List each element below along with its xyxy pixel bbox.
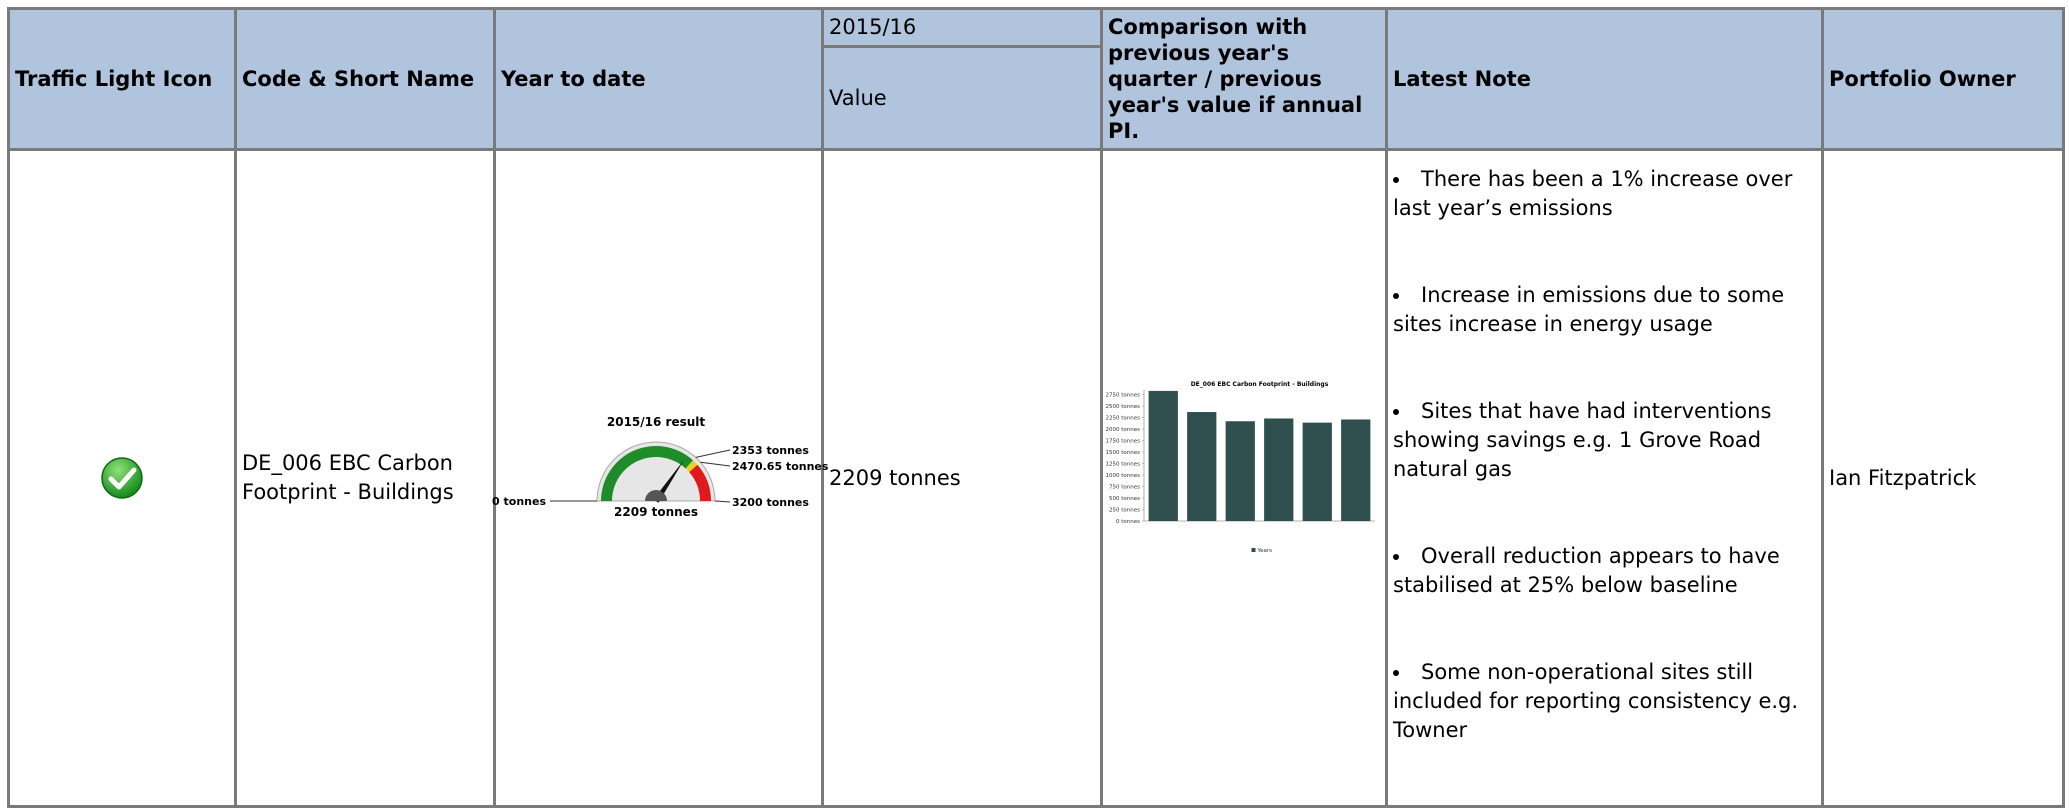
chart-title: DE_006 EBC Carbon Footprint - Buildings — [1191, 381, 1329, 388]
note: Increase in emissions due to some sites … — [1393, 281, 1816, 339]
header-cell: Year to date — [493, 7, 824, 151]
y-tick-label: 0 tonnes — [1116, 519, 1140, 525]
bar — [1264, 418, 1294, 521]
gauge-band — [601, 446, 694, 501]
header-text: Latest Note — [1393, 66, 1531, 91]
header-text: Value — [829, 85, 887, 110]
y-tick-label: 1000 tonnes — [1106, 473, 1141, 479]
header-cell: Portfolio Owner — [1821, 7, 2065, 151]
bar — [1225, 421, 1255, 521]
note: Sites that have had interventions showin… — [1393, 397, 1816, 484]
y-tick-label: 250 tonnes — [1109, 508, 1140, 514]
bar — [1187, 412, 1217, 521]
y-tick-label: 2000 tonnes — [1106, 427, 1141, 433]
notes-cell: There has been a 1% increase over last y… — [1385, 148, 1824, 808]
gauge-hub — [645, 490, 667, 501]
gauge-band — [689, 464, 711, 501]
header-text: Comparison with previous year's quarter … — [1108, 15, 1363, 143]
y-tick-label: 1250 tonnes — [1106, 462, 1141, 468]
y-tick-label: 1750 tonnes — [1106, 439, 1141, 445]
gauge-leader — [700, 461, 731, 467]
note: Some non-operational sites still include… — [1393, 658, 1816, 745]
y-tick-label: 2250 tonnes — [1106, 416, 1141, 422]
gauge-title: 2015/16 result — [607, 415, 706, 429]
y-tick-label: 2500 tonnes — [1106, 404, 1141, 410]
y-tick-label: 500 tonnes — [1109, 496, 1140, 502]
gauge-threshold-label: 3200 tonnes — [732, 496, 809, 509]
header-cell: Comparison with previous year's quarter … — [1100, 7, 1388, 151]
value-text: 2209 tonnes — [829, 465, 961, 490]
gauge-threshold-label: 2353 tonnes — [732, 444, 809, 457]
legend-swatch — [1251, 548, 1256, 552]
bar — [1148, 390, 1178, 521]
owner-text: Ian Fitzpatrick — [1829, 465, 1977, 490]
gauge-threshold-label: 2470.65 tonnes — [732, 460, 829, 473]
gauge-band — [685, 460, 698, 473]
header-text: 2015/16 — [829, 15, 917, 39]
gauge-leader — [695, 449, 731, 458]
header-text: Traffic Light Icon — [15, 66, 213, 91]
note: Overall reduction appears to have stabil… — [1393, 542, 1816, 600]
page: Traffic Light Icon Code & Short Name Yea… — [0, 0, 2069, 785]
header-text: Year to date — [501, 66, 646, 91]
y-tick-label: 1500 tonnes — [1106, 450, 1141, 456]
traffic-light-icon — [101, 457, 143, 499]
gauge-min-label: 0 tonnes — [492, 495, 546, 508]
y-tick-label: 2750 tonnes — [1106, 393, 1141, 399]
charts-overlay: 2015/16 result 2209 tonnes 0 tonnes 2353 to… — [492, 381, 1375, 554]
header-text: Portfolio Owner — [1829, 66, 2016, 91]
gauge-leader — [714, 500, 731, 503]
bar — [1302, 422, 1332, 521]
header-cell: Value — [821, 45, 1103, 151]
note: There has been a 1% increase over last y… — [1393, 165, 1816, 223]
gauge-value-label: 2209 tonnes — [614, 505, 698, 519]
y-tick-label: 750 tonnes — [1109, 485, 1140, 491]
header-cell: Latest Note — [1385, 7, 1824, 151]
header-cell: 2015/16 — [821, 7, 1103, 48]
header-cell: Traffic Light Icon — [7, 7, 237, 151]
bar — [1341, 419, 1371, 521]
header-text: Code & Short Name — [242, 66, 475, 91]
notes-list: There has been a 1% increase over last y… — [1393, 165, 1816, 803]
legend-label: Years — [1257, 548, 1273, 554]
code-name: DE_006 EBC Carbon Footprint - Buildings — [242, 451, 454, 504]
